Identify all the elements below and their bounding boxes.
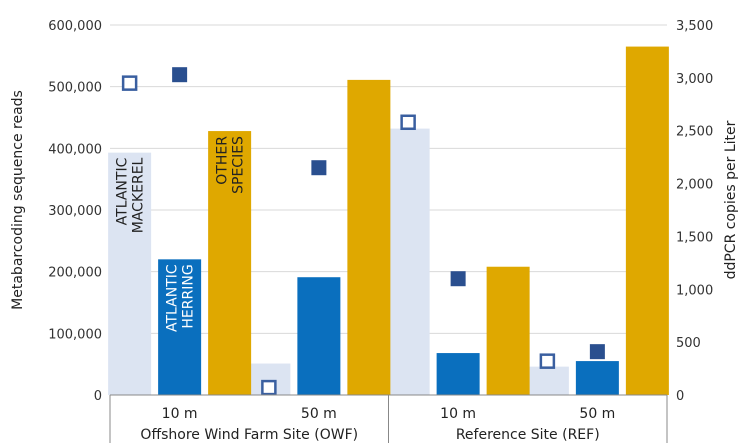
right-axis-title: ddPCR copies per Liter (723, 120, 739, 279)
bar (158, 259, 202, 395)
right-tick-label: 3,000 (676, 72, 713, 87)
ddpcr-marker (400, 114, 416, 131)
depth-label: 50 m (301, 406, 337, 422)
right-tick-label: 2,500 (676, 125, 713, 140)
site-label: Reference Site (REF) (456, 427, 600, 443)
ddpcr-marker (450, 271, 466, 287)
left-tick-label: 100,000 (48, 327, 102, 342)
depth-label: 50 m (579, 406, 615, 422)
left-tick-label: 200,000 (48, 266, 102, 281)
depth-label: 10 m (440, 406, 476, 422)
right-tick-label: 2,000 (676, 178, 713, 193)
bar (575, 361, 619, 395)
right-tick-label: 0 (676, 389, 684, 404)
bar-labels: ATLANTICMACKEREL ATLANTICHERRING OTHERSPEC… (115, 136, 247, 332)
bar (208, 131, 252, 396)
bar (436, 353, 480, 395)
ddpcr-marker (539, 353, 556, 369)
right-axis-ticks: 0 500 1,000 1,500 2,000 2,500 3,000 3,500 (676, 19, 713, 404)
ddpcr-marker (121, 75, 138, 91)
ddpcr-markers (121, 67, 605, 396)
series-label: ATLANTICMACKEREL (115, 157, 147, 233)
site-label: Offshore Wind Farm Site (OWF) (140, 427, 358, 443)
bar (347, 79, 391, 395)
left-axis-ticks: 0 100,000 200,000 300,000 400,000 500,000 600,… (48, 19, 102, 404)
right-tick-label: 1,000 (676, 283, 713, 298)
left-tick-label: 300,000 (48, 204, 102, 219)
series-label: OTHERSPECIES (215, 136, 247, 194)
left-tick-label: 600,000 (48, 19, 102, 34)
right-tick-label: 1,500 (676, 230, 713, 245)
right-tick-label: 3,500 (676, 19, 713, 34)
x-axis: 10 m 50 m Offshore Wind Farm Site (OWF) 10 … (109, 394, 668, 443)
bar (525, 366, 569, 395)
bar (625, 46, 669, 395)
bars (108, 46, 669, 396)
right-tick-label: 500 (676, 336, 701, 351)
ddpcr-marker (311, 160, 327, 176)
left-tick-label: 400,000 (48, 142, 102, 157)
ddpcr-marker (261, 379, 277, 396)
bar (108, 152, 152, 395)
depth-label: 10 m (162, 406, 198, 422)
bar (486, 266, 530, 395)
series-label: ATLANTICHERRING (165, 264, 197, 332)
bar (297, 277, 341, 395)
bar (386, 128, 430, 395)
left-tick-label: 0 (94, 389, 102, 404)
ddpcr-marker (589, 344, 605, 360)
ddpcr-marker (172, 67, 188, 83)
left-axis-title: Metabarcoding sequence reads (10, 90, 26, 310)
left-tick-label: 500,000 (48, 81, 102, 96)
